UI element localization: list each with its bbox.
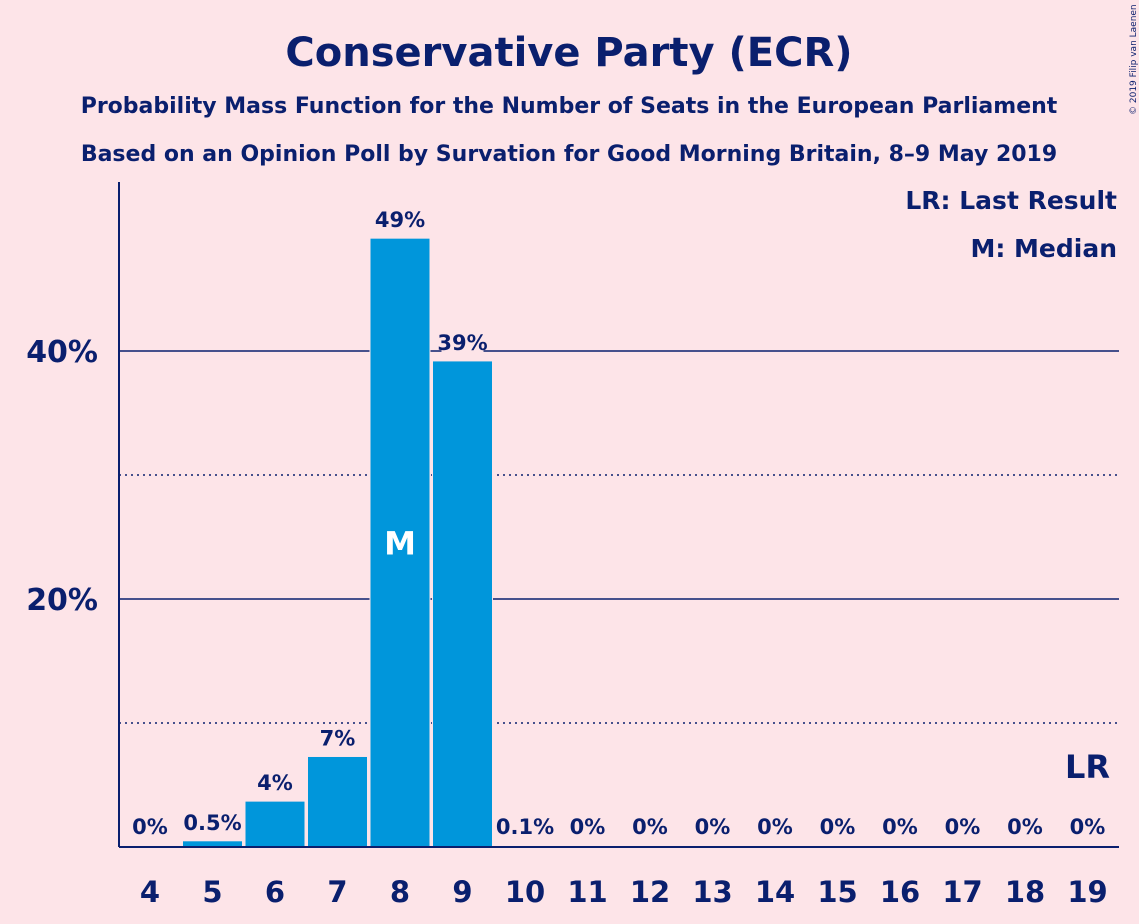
y-tick-label: 40% xyxy=(26,335,98,370)
y-tick-label: 20% xyxy=(26,583,98,618)
data-label-background xyxy=(1010,814,1040,840)
data-label: 0% xyxy=(632,815,668,839)
data-labels: 0% 0.5% 4% 7% 49% 39% 0.1% 0% 0% 0% 0% 0% 0% 0% 0% 0% M L… xyxy=(132,207,1110,840)
copyright-notice: © 2019 Filip van Laenen xyxy=(1129,4,1139,115)
data-label-background xyxy=(822,814,853,840)
x-tick-label: 7 xyxy=(327,875,347,909)
data-label-background xyxy=(322,725,353,752)
bar xyxy=(244,800,306,848)
data-label: 0% xyxy=(1070,815,1106,839)
data-label-background xyxy=(185,809,240,836)
bar xyxy=(432,360,493,848)
data-label: 0% xyxy=(695,815,731,839)
data-label-background xyxy=(1072,814,1103,840)
median-marker: M xyxy=(384,525,416,563)
data-label: 39% xyxy=(437,331,487,355)
chart-subtitle-1: Probability Mass Function for the Number… xyxy=(81,94,1058,119)
data-label: 0% xyxy=(132,815,168,839)
data-label: 0% xyxy=(757,815,793,839)
x-tick-label: 8 xyxy=(390,875,410,909)
legend-last-result: LR: Last Result xyxy=(905,186,1117,215)
x-tick-label: 13 xyxy=(692,875,732,909)
x-tick-label: 6 xyxy=(265,875,285,909)
bars xyxy=(182,237,556,848)
data-label-background xyxy=(379,207,421,234)
x-tick-label: 10 xyxy=(505,875,545,909)
data-label-background xyxy=(635,814,665,840)
x-tick-label: 5 xyxy=(202,875,222,909)
data-label-background xyxy=(885,814,915,840)
chart-title: Conservative Party (ECR) xyxy=(285,30,852,76)
data-label-background xyxy=(572,814,603,840)
x-tick-label: 19 xyxy=(1067,875,1107,909)
axes: 20% 40% 4 5 6 7 8 9 10 11 12 13 14 15 16 17 18 19 xyxy=(26,182,1119,909)
x-tick-label: 16 xyxy=(880,875,920,909)
data-label-background xyxy=(260,770,290,797)
x-tick-label: 15 xyxy=(817,875,857,909)
data-label: 0% xyxy=(882,815,918,839)
data-label: 0% xyxy=(945,815,981,839)
x-tick-label: 4 xyxy=(140,875,160,909)
gridlines xyxy=(119,350,1119,724)
bar xyxy=(307,755,368,848)
data-label: 0.1% xyxy=(496,815,554,839)
x-tick-label: 14 xyxy=(755,875,795,909)
bar xyxy=(369,237,431,848)
data-label-background xyxy=(135,814,165,840)
data-label: 7% xyxy=(320,726,356,750)
data-label: 4% xyxy=(257,771,293,795)
data-label: 0% xyxy=(1007,815,1043,839)
data-label: 0.5% xyxy=(183,811,241,835)
x-tick-label: 18 xyxy=(1005,875,1045,909)
data-label: 0% xyxy=(820,815,856,839)
data-label-background xyxy=(760,814,790,840)
legend-median: M: Median xyxy=(970,234,1117,263)
x-tick-label: 9 xyxy=(452,875,472,909)
last-result-marker: LR xyxy=(1065,748,1110,786)
data-label-background xyxy=(441,329,484,356)
data-label: 49% xyxy=(375,208,425,232)
x-tick-label: 12 xyxy=(630,875,670,909)
data-label-background xyxy=(697,814,728,840)
x-tick-label: 17 xyxy=(942,875,982,909)
chart-subtitle-2: Based on an Opinion Poll by Survation fo… xyxy=(81,142,1057,167)
data-label-background xyxy=(498,814,552,840)
data-label: 0% xyxy=(570,815,606,839)
data-label-background xyxy=(947,814,978,840)
x-tick-label: 11 xyxy=(567,875,607,909)
